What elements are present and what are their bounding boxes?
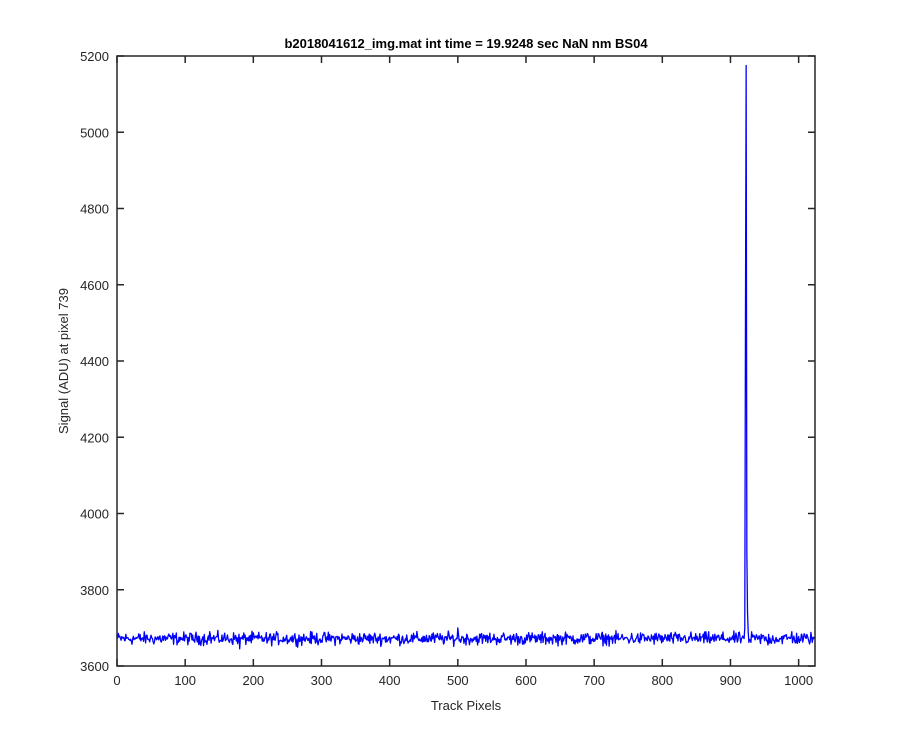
y-tick-label-2: 4000 [80,507,109,522]
x-tick-label-7: 700 [583,673,605,688]
x-tick-label-3: 300 [311,673,333,688]
x-tick-label-6: 600 [515,673,537,688]
y-tick-label-8: 5200 [80,49,109,64]
plot-area [117,56,815,666]
y-tick-label-0: 3600 [80,659,109,674]
x-tick-label-8: 800 [651,673,673,688]
axes-layer: 0 100 200 300 400 500 600 700 800 900 1000 3600 3800… [80,49,816,688]
y-axis-label: Signal (ADU) at pixel 739 [56,288,71,434]
y-tick-label-3: 4200 [80,430,109,445]
y-tick-label-5: 4600 [80,278,109,293]
x-tick-label-10: 1000 [784,673,813,688]
x-tick-label-1: 100 [174,673,196,688]
y-tick-label-4: 4400 [80,354,109,369]
y-tick-label-1: 3800 [80,583,109,598]
series-line-0 [116,64,815,650]
x-axis-label: Track Pixels [431,698,502,713]
y-tick-label-6: 4800 [80,202,109,217]
x-tick-label-4: 400 [379,673,401,688]
x-tick-label-5: 500 [447,673,469,688]
x-tick-label-2: 200 [242,673,264,688]
x-tick-label-9: 900 [720,673,742,688]
x-tick-label-0: 0 [113,673,120,688]
y-tick-label-7: 5000 [80,125,109,140]
series-layer [116,64,815,650]
chart-title: b2018041612_img.mat int time = 19.9248 s… [284,36,648,51]
